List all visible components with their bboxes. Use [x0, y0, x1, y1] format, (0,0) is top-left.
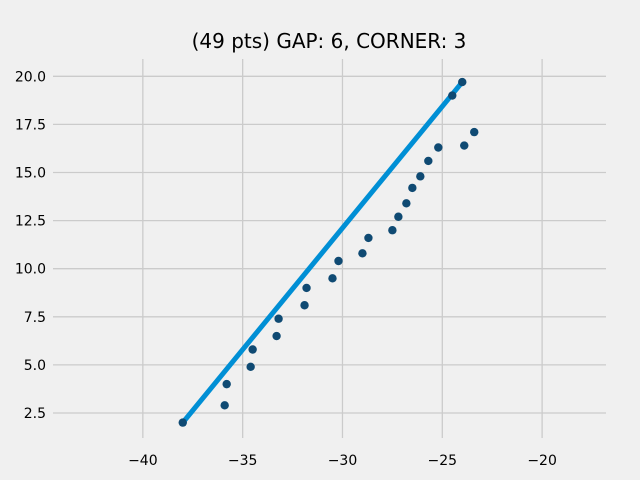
x-tick-label: −30 [328, 453, 358, 469]
data-point [460, 141, 469, 150]
data-point [364, 233, 373, 243]
chart-title: (49 pts) GAP: 6, CORNER: 3 [192, 29, 467, 53]
data-point [328, 274, 337, 283]
data-point [334, 256, 343, 266]
y-tick-label: 15.0 [15, 166, 46, 182]
x-tick-label: −40 [128, 453, 158, 469]
data-point [300, 301, 309, 310]
tick-labels: −40 −35 −30 −25 −20 2.5 5.0 7.5 10.0 12.5 15.0 17.5… [15, 69, 557, 469]
y-tick-label: 12.5 [15, 214, 46, 230]
points-layer [178, 77, 479, 427]
y-tick-label: 10.0 [15, 262, 46, 278]
x-tick-label: −35 [228, 453, 258, 469]
grid [53, 59, 606, 438]
data-point [220, 401, 229, 410]
y-tick-label: 17.5 [15, 117, 46, 133]
data-point [302, 283, 311, 293]
fit-line-layer [180, 79, 465, 426]
data-point [408, 183, 417, 193]
y-tick-label: 2.5 [24, 406, 46, 422]
data-point [416, 172, 425, 181]
data-point [222, 379, 231, 389]
fit-line [180, 79, 465, 426]
data-point [394, 212, 403, 221]
data-point [248, 345, 257, 354]
data-point [448, 91, 457, 100]
data-point [402, 199, 411, 208]
data-point [246, 362, 255, 372]
x-tick-label: −25 [428, 453, 458, 469]
y-tick-label: 20.0 [15, 69, 46, 85]
data-point [434, 143, 443, 152]
y-tick-label: 7.5 [24, 310, 46, 326]
y-tick-label: 5.0 [24, 358, 46, 374]
data-point [470, 127, 479, 137]
data-point [178, 418, 187, 427]
data-point [388, 226, 397, 235]
data-point [272, 331, 281, 341]
x-tick-label: −20 [527, 453, 557, 469]
data-point [458, 77, 467, 87]
data-point [424, 156, 433, 166]
data-point [358, 249, 367, 258]
data-point [274, 314, 283, 323]
